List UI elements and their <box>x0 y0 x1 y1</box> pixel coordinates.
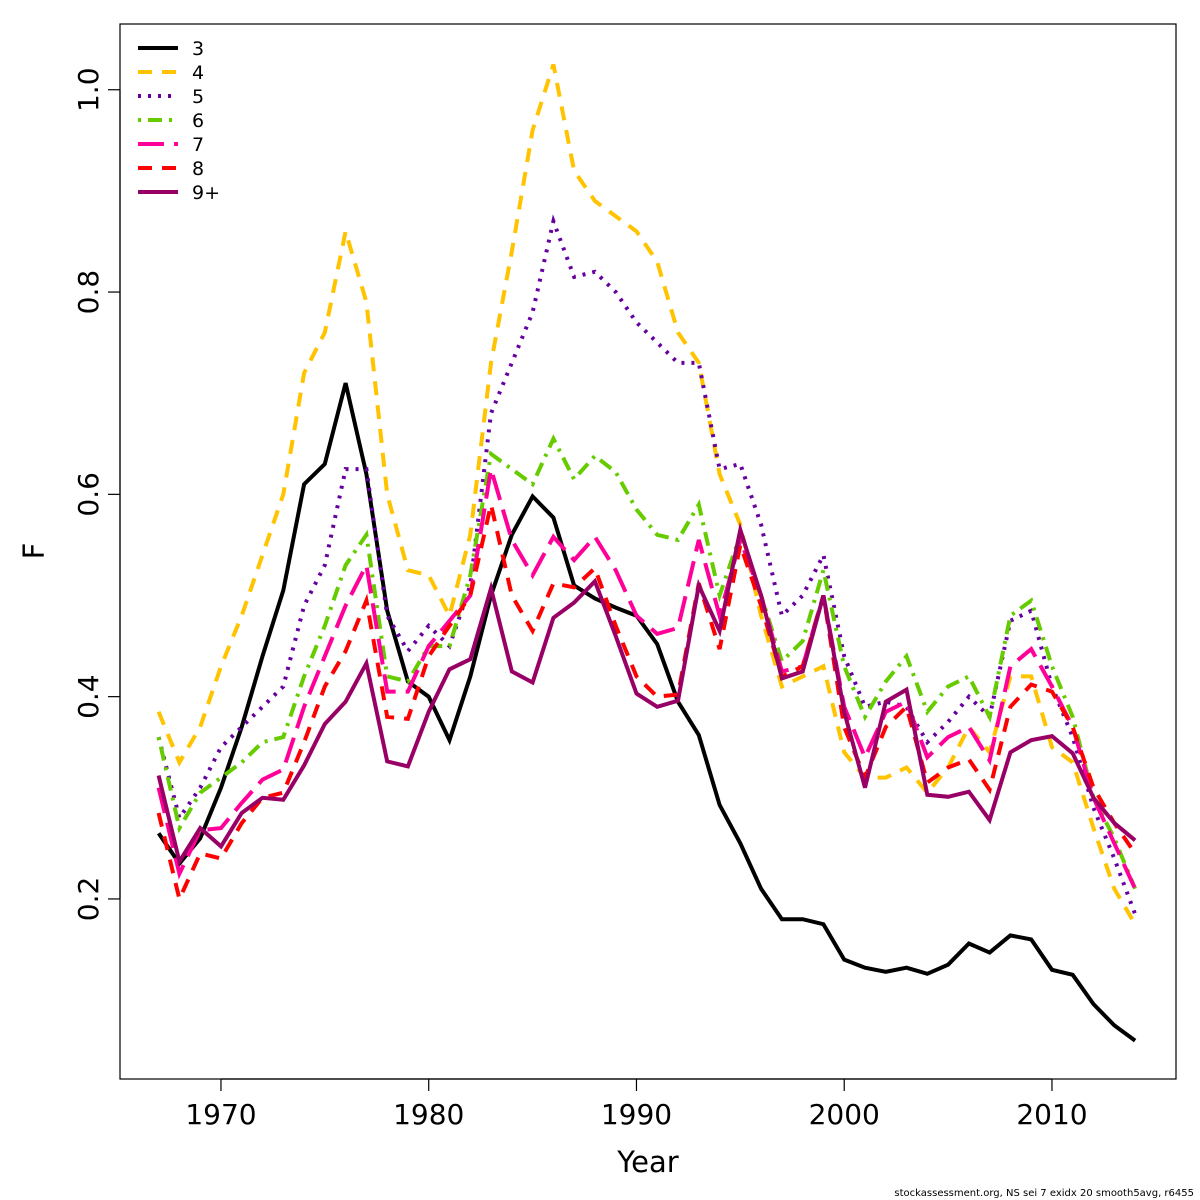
legend-label: 6 <box>192 110 204 132</box>
legend-label: 5 <box>192 86 204 108</box>
y-tick-label: 0.2 <box>72 877 105 922</box>
x-tick-label: 1970 <box>185 1098 256 1131</box>
legend-label: 8 <box>192 158 204 180</box>
caption: stockassessment.org, NS sei 7 exidx 20 s… <box>894 1188 1194 1199</box>
series-line <box>156 521 1137 867</box>
legend-label: 3 <box>192 38 204 60</box>
x-tick-label: 2000 <box>809 1098 880 1131</box>
series-line <box>156 504 1137 906</box>
legend-label: 4 <box>192 62 204 84</box>
series-line <box>156 382 1137 1043</box>
legend-label: 9+ <box>192 182 220 204</box>
x-tick-label: 2010 <box>1016 1098 1087 1131</box>
y-tick-label: 0.6 <box>72 472 105 517</box>
y-tick-label: 0.8 <box>72 270 105 315</box>
series-line <box>156 63 1137 926</box>
y-tick-label: 0.4 <box>72 674 105 719</box>
y-axis-label: F <box>17 543 51 560</box>
x-axis-label: Year <box>616 1145 678 1179</box>
x-tick-label: 1990 <box>601 1098 672 1131</box>
y-tick-label: 1.0 <box>72 67 105 112</box>
series-line <box>156 468 1137 890</box>
plot-box <box>119 23 1177 1080</box>
x-tick-label: 1980 <box>393 1098 464 1131</box>
series-line <box>156 214 1137 915</box>
legend-label: 7 <box>192 134 204 156</box>
series-line <box>156 434 1137 890</box>
